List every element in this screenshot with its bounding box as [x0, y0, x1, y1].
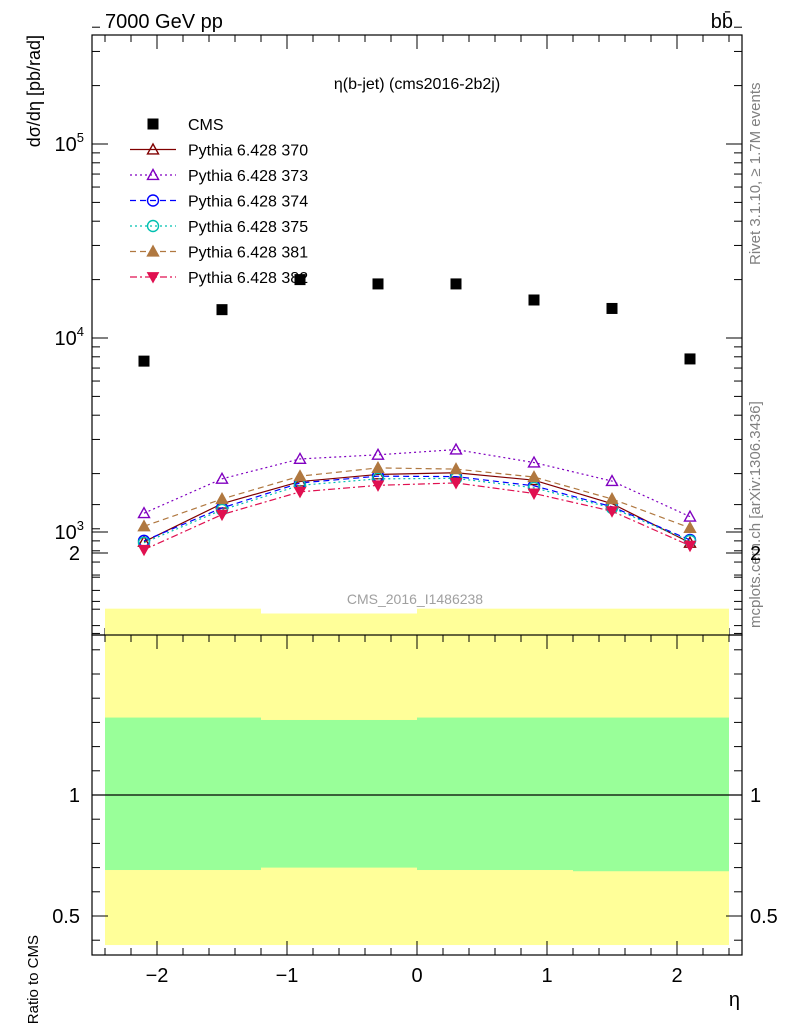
legend-label: Pythia 6.428 375 [188, 219, 308, 236]
series-6-point [371, 480, 385, 492]
ratio-y-tick-label-left: 1 [69, 785, 80, 807]
series-2-point [293, 452, 307, 465]
series-2-point [527, 455, 541, 468]
series-6-point [137, 544, 151, 557]
legend-entry: Pythia 6.428 370 [130, 143, 308, 160]
series-5-point [449, 462, 463, 475]
series-6-point [215, 509, 229, 522]
main-plot-marks [137, 274, 697, 557]
legend-marker [146, 219, 160, 233]
main-plot: 103 104 105 η(b-jet) (cms2016-2b2j) CMS_20… [24, 26, 743, 636]
legend-entry: Pythia 6.428 373 [130, 168, 308, 185]
x-tick-label: 0 [411, 965, 422, 987]
series-6-point [293, 486, 307, 499]
ratio-plot-marks [92, 608, 742, 946]
legend-label: CMS [188, 117, 224, 134]
legend-marker [146, 142, 160, 155]
series-2-point [137, 506, 151, 519]
x-tick-label: −1 [276, 965, 299, 987]
series-0-point [528, 294, 540, 306]
legend: CMS Pythia 6.428 370 Pythia 6.428 373 Pythi… [130, 117, 308, 287]
legend-entry: Pythia 6.428 381 [130, 245, 308, 262]
series-2-point [605, 474, 619, 487]
x-tick-label: 1 [541, 965, 552, 987]
series-0-point [294, 274, 306, 286]
series-6-point [683, 540, 697, 553]
analysis-label: CMS_2016_I1486238 [347, 591, 483, 607]
legend-label: Pythia 6.428 382 [188, 270, 308, 287]
series-1-line [143, 472, 691, 544]
series-3-line [143, 475, 691, 542]
y-axis-label: dσ/dη [pb/rad] [24, 35, 44, 147]
series-5-point [215, 492, 229, 505]
main-y-tick-label: 105 [55, 130, 84, 156]
legend-marker [146, 194, 160, 207]
series-6-line [143, 482, 691, 551]
series-0-point [372, 278, 384, 290]
legend-marker [146, 244, 160, 257]
mcplots-label: mcplots.cern.ch [arXiv:1306.3436] [747, 401, 764, 628]
x-axis-label: η [729, 989, 740, 1011]
legend-entry: Pythia 6.428 375 [130, 219, 308, 236]
legend-entry: Pythia 6.428 382 [130, 270, 308, 287]
series-6-point [605, 506, 619, 518]
series-0-point [606, 302, 618, 314]
legend-marker [147, 118, 159, 130]
main-y-tick-label: 104 [55, 324, 84, 350]
series-5-point [293, 469, 307, 482]
ratio-y-tick-label-right: 1 [750, 785, 761, 807]
series-6-point [527, 488, 541, 500]
energy-label: 7000 GeV pp [105, 11, 223, 33]
rivet-version-label: Rivet 3.1.10, ≥ 1.7M events [747, 83, 764, 266]
ratio-inner-band [261, 719, 417, 868]
ratio-inner-band [105, 717, 261, 871]
ratio-plot-axes: −2 −1 0 1 2 0.5 0.5 1 1 2 2 [52, 504, 778, 987]
main-plot-axes: 103 104 105 [55, 26, 743, 636]
series-5-point [683, 520, 697, 533]
legend-entry: CMS [147, 117, 224, 134]
legend-marker [146, 168, 160, 181]
main-y-tick-label: 103 [55, 518, 84, 544]
legend-label: Pythia 6.428 374 [188, 194, 308, 211]
ratio-plot: −2 −1 0 1 2 0.5 0.5 1 1 2 2 Ratio to CMS η [25, 504, 778, 1024]
series-2-point [371, 447, 385, 460]
ratio-y-axis-label: Ratio to CMS [25, 935, 42, 1024]
legend-label: Pythia 6.428 381 [188, 245, 308, 262]
ratio-inner-band [573, 717, 729, 872]
series-5-point [527, 470, 541, 483]
series-2-point [449, 442, 463, 455]
legend-label: Pythia 6.428 373 [188, 168, 308, 185]
ratio-inner-band [417, 717, 573, 871]
series-6-point [449, 478, 463, 490]
legend-label: Pythia 6.428 370 [188, 143, 308, 160]
series-5-point [371, 460, 385, 473]
ratio-y-tick-label-left: 2 [69, 543, 80, 565]
ratio-y-tick-label-left: 0.5 [52, 906, 80, 928]
x-tick-label: 2 [671, 965, 682, 987]
series-5-point [605, 492, 619, 505]
series-5-line [143, 467, 691, 529]
series-5-point [137, 519, 151, 532]
series-0-point [138, 355, 150, 367]
series-0-point [216, 304, 228, 316]
ratio-y-tick-label-right: 0.5 [750, 906, 778, 928]
plot-title: η(b-jet) (cms2016-2b2j) [334, 76, 500, 93]
x-tick-label: −2 [146, 965, 169, 987]
process-label: bb̄ [711, 10, 733, 33]
ratio-y-tick-label-right: 2 [750, 543, 761, 565]
series-2-point [215, 471, 229, 484]
series-0-point [684, 353, 696, 365]
series-0-point [450, 278, 462, 290]
legend-marker [146, 272, 160, 284]
legend-entry: Pythia 6.428 374 [130, 194, 308, 211]
